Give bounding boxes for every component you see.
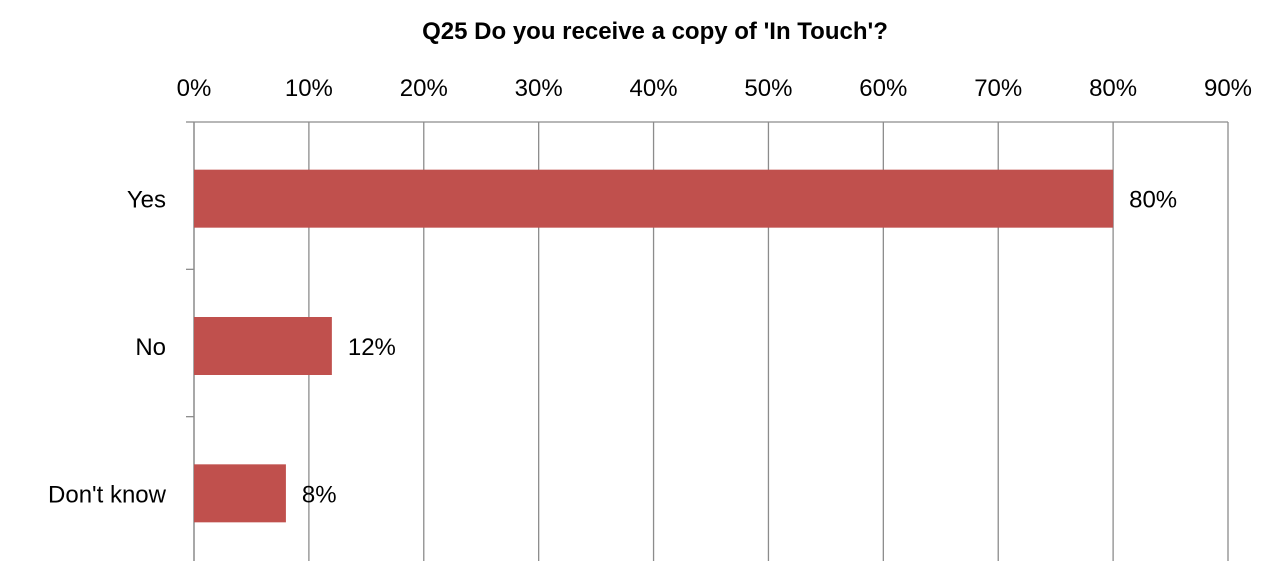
category-labels: Yes No Don't know [48,187,167,509]
x-tick-label: 30% [515,75,563,102]
data-label: 80% [1129,187,1177,214]
data-label: 8% [302,481,337,508]
data-label: 12% [348,334,396,361]
category-label: Yes [127,187,166,214]
x-tick-label: 70% [974,75,1022,102]
chart-title: Q25 Do you receive a copy of 'In Touch'? [422,18,888,45]
x-tick-label: 60% [859,75,907,102]
x-tick-labels: 0% 10% 20% 30% 40% 50% 60% 70% 80% 90% [177,75,1252,102]
bars [194,169,1114,523]
x-tick-label: 20% [400,75,448,102]
category-label: No [135,334,166,361]
bar [194,317,332,375]
x-tick-label: 80% [1089,75,1137,102]
bar [194,464,286,523]
x-tick-label: 50% [744,75,792,102]
bar [194,169,1114,228]
category-label: Don't know [48,481,167,508]
x-tick-label: 0% [177,75,212,102]
data-labels: 80% 12% 8% [302,187,1177,509]
x-tick-label: 10% [285,75,333,102]
x-tick-label: 90% [1204,75,1252,102]
x-tick-label: 40% [630,75,678,102]
